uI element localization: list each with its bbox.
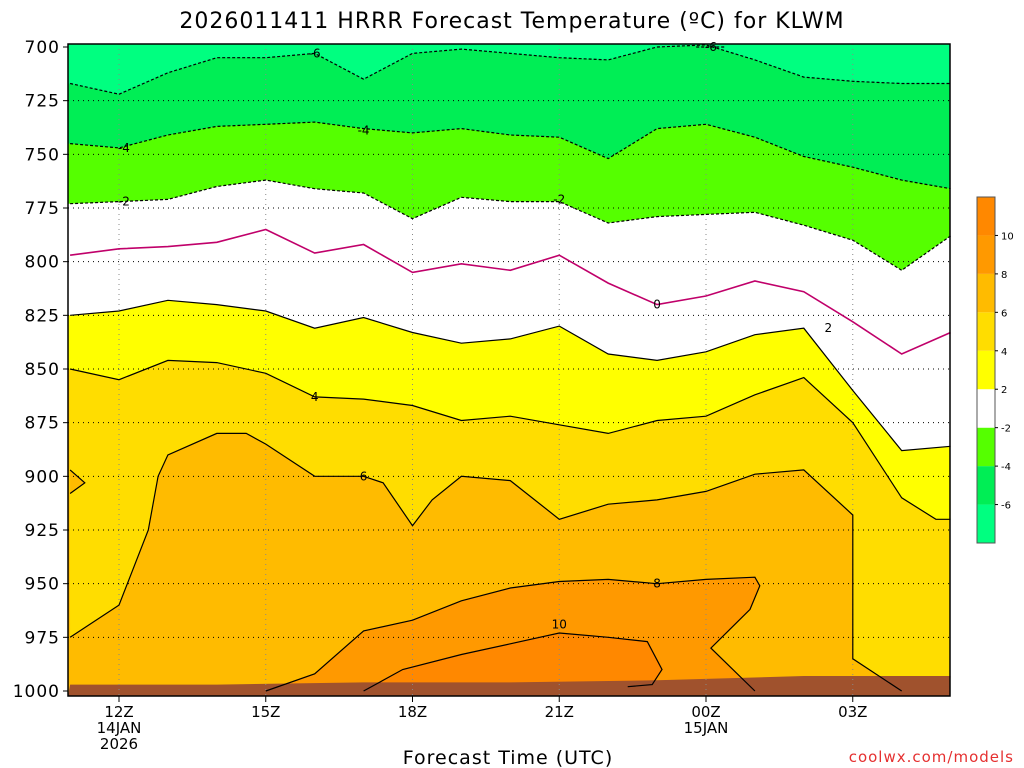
colorbar-segment	[977, 350, 995, 390]
isotherm-label: 4	[311, 390, 319, 404]
colorbar-tick-label: 6	[1001, 308, 1007, 319]
y-axis-pressure: 700 725 750 775 800 825 850 875 900 925 950 975 1000	[13, 38, 68, 702]
isotherm-label: 6	[360, 469, 368, 483]
colorbar-tick-label: -6	[1001, 501, 1011, 512]
isotherm-label: -4	[118, 141, 130, 155]
fill-m6-m4	[68, 44, 951, 189]
y-tick-label: 950	[25, 575, 60, 595]
y-tick-label: 775	[25, 199, 60, 219]
isotherm-label: -4	[358, 124, 370, 138]
fill-le-m6	[68, 44, 951, 95]
colorbar-tick-label: 10	[1001, 231, 1014, 242]
isotherm-label: -6	[705, 40, 717, 54]
colorbar-segment	[977, 235, 995, 274]
y-tick-label: 925	[25, 521, 60, 541]
fill-6-8-bulge	[70, 469, 85, 494]
colorbar-segment	[977, 197, 995, 236]
y-tick-label: 725	[25, 92, 60, 112]
isotherm-0	[69, 228, 951, 355]
x-tick-label: 03Z	[838, 703, 867, 721]
isotherm-label: 2	[824, 321, 832, 335]
y-tick-label: 875	[25, 414, 60, 434]
colorbar-tick-label: 8	[1001, 270, 1007, 281]
x-tick-label: 15JAN	[684, 719, 729, 737]
isotherm-m6	[69, 44, 951, 95]
isotherm-6	[69, 432, 903, 692]
colorbar-tick-label: -2	[1001, 424, 1011, 435]
isotherm-4	[69, 359, 951, 520]
x-tick-label: 2026	[100, 735, 138, 753]
colorbar-tick-label: -4	[1001, 462, 1011, 473]
isotherm-m4	[70, 121, 951, 190]
gridlines	[68, 44, 950, 696]
isotherm-label: -2	[118, 195, 130, 209]
isotherm-label: -6	[309, 46, 321, 60]
colorbar-segment	[977, 504, 995, 543]
x-tick-label: 12Z	[104, 703, 133, 721]
isotherm-label: -2	[553, 192, 565, 206]
x-tick-label: 15Z	[251, 703, 280, 721]
x-tick-label: 14JAN	[97, 719, 142, 737]
credit-watermark: coolwx.com/models	[849, 748, 1014, 766]
chart-title: 2026011411 HRRR Forecast Temperature (ºC…	[179, 9, 844, 34]
y-tick-label: 900	[25, 467, 60, 487]
colorbar-tick-label: 2	[1001, 385, 1007, 396]
colorbar-segment	[977, 389, 995, 428]
y-tick-label: 825	[25, 306, 60, 326]
colorbar-segment	[977, 427, 995, 467]
y-tick-label: 800	[25, 253, 60, 273]
colorbar-tick-label: 4	[1001, 347, 1007, 358]
y-tick-label: 1000	[13, 682, 60, 702]
x-tick-label: 00Z	[691, 703, 720, 721]
x-tick-label: 18Z	[398, 703, 427, 721]
temperature-fill-regions	[68, 44, 951, 696]
isotherm-label: 8	[653, 577, 661, 591]
y-tick-label: 975	[25, 628, 60, 648]
y-tick-label: 750	[25, 145, 60, 165]
colorbar-legend: -6 -4 -2 2 4 6 8 10	[976, 196, 1014, 544]
isotherm-8	[265, 576, 761, 692]
isotherm-contours	[69, 44, 951, 692]
isotherm-10	[363, 632, 663, 692]
colorbar-segment	[977, 312, 995, 351]
isotherm-6	[69, 469, 86, 494]
fill-ge-10	[363, 633, 662, 691]
colorbar-frame	[976, 196, 996, 544]
colorbar-segment	[977, 466, 995, 505]
isotherm-2	[70, 299, 951, 452]
y-tick-label: 850	[25, 360, 60, 380]
ground-surface	[68, 676, 951, 696]
colorbar-segment	[977, 273, 995, 313]
y-tick-label: 700	[25, 38, 60, 58]
x-tick-label: 21Z	[545, 703, 574, 721]
isotherm-label: 0	[653, 298, 661, 312]
x-axis-label: Forecast Time (UTC)	[403, 747, 613, 768]
isotherm-labels: -6 -6 -4 -2 0 2 4 6 8 10 -4 -2	[118, 40, 832, 631]
isotherm-label: 10	[552, 617, 567, 631]
plot-frame	[67, 43, 951, 697]
